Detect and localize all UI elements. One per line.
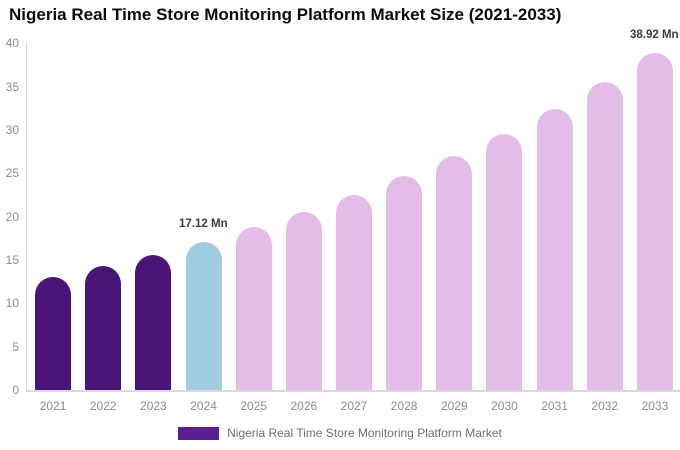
x-axis-line [26,390,680,392]
y-axis-line [26,42,27,391]
bar-2032[interactable] [586,82,623,390]
y-tick-label-35: 35 [5,79,19,94]
bar-2026[interactable] [285,211,322,390]
y-tick-label-15: 15 [5,253,19,268]
x-tick-label-2027: 2027 [340,399,368,413]
y-tick-label-25: 25 [5,166,19,181]
y-tick-label-40: 40 [5,36,19,51]
legend-item[interactable]: Nigeria Real Time Store Monitoring Platf… [0,426,680,440]
annotation-2024: 17.12 Mn [179,217,228,230]
chart-title: Nigeria Real Time Store Monitoring Platf… [9,5,562,24]
x-tick-label-2021: 2021 [39,399,67,413]
bar-2022[interactable] [85,266,122,390]
bar-2024[interactable] [185,241,222,390]
x-tick-label-2032: 2032 [591,399,619,413]
y-tick-label-10: 10 [5,296,19,311]
x-tick-label-2031: 2031 [541,399,568,413]
x-tick-label-2033: 2033 [641,399,669,413]
legend-label: Nigeria Real Time Store Monitoring Platf… [227,426,502,440]
x-tick-label-2026: 2026 [290,399,318,413]
x-tick-label-2025: 2025 [240,399,268,413]
y-tick-label-30: 30 [5,123,19,138]
bar-2031[interactable] [536,108,573,390]
bar-2021[interactable] [35,277,72,390]
x-tick-label-2030: 2030 [491,399,518,413]
x-tick-label-2028: 2028 [390,399,418,413]
x-tick-label-2022: 2022 [89,399,117,413]
bar-2033[interactable] [636,52,673,390]
x-tick-label-2029: 2029 [440,399,468,413]
bar-2030[interactable] [486,133,523,390]
bar-2029[interactable] [436,155,473,390]
y-tick-label-5: 5 [12,339,19,354]
x-tick-label-2023: 2023 [140,399,167,413]
annotation-2033: 38.92 Mn [630,28,679,41]
y-tick-label-20: 20 [5,209,19,224]
legend-swatch [178,426,220,440]
bar-2027[interactable] [336,194,372,390]
bar-2023[interactable] [135,254,172,390]
y-tick-label-0: 0 [12,383,19,397]
bar-2028[interactable] [386,176,423,390]
bar-2025[interactable] [235,227,272,390]
x-tick-label-2024: 2024 [190,399,217,413]
